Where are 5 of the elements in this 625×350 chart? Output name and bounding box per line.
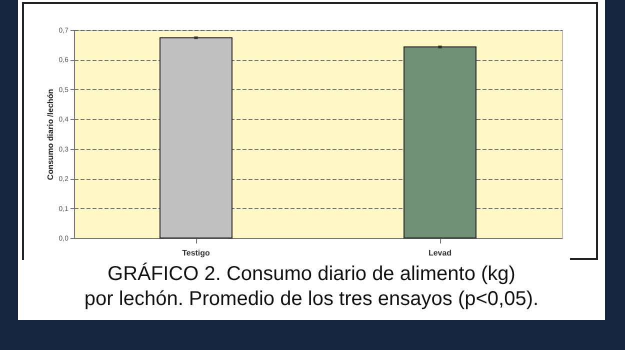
text: GRÁFICO 2. Consumo diario de alimento (kg) [106, 262, 516, 287]
x-tick-label: Levad [428, 248, 452, 258]
y-axis-title: Consumo diario /lechón [46, 88, 55, 180]
text: por lechón. Promedio de los tres ensayos (p<0,05). [83, 287, 540, 312]
x-tick-label: Testigo [182, 248, 210, 258]
